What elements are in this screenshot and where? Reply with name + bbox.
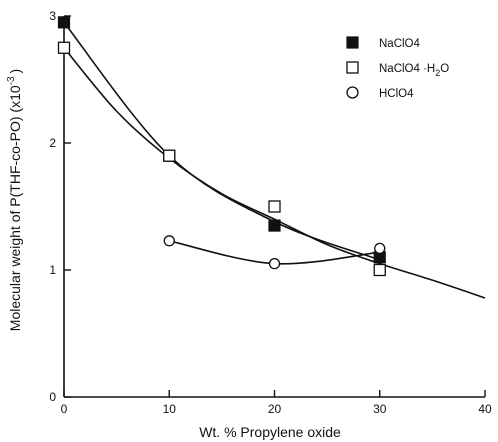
data-point-open-square (373, 263, 386, 277)
data-point-filled-square (268, 219, 281, 232)
legend-label-nacl04-h2o-tail: O (440, 63, 449, 75)
series-curve-0 (63, 21, 381, 261)
legend-item-nacl04-h2o: NaClO4 ·H2O (346, 61, 449, 78)
legend-item-nacl04: NaClO4 (346, 36, 421, 50)
legend-filled-square-icon (346, 36, 359, 49)
x-tick-label: 20 (268, 402, 282, 416)
data-point-open-circle (374, 242, 386, 255)
y-tick-label: 0 (49, 390, 56, 404)
y-tick-label: 3 (49, 9, 56, 23)
y-axis-title-exponent: -3 (6, 76, 17, 85)
legend-label-nacl04-h2o-sub: 2 (435, 68, 440, 78)
data-point-open-circle (268, 257, 281, 270)
x-tick-label: 10 (163, 402, 177, 416)
legend-item-hcl04: HClO4 (346, 86, 414, 100)
x-tick-label: 40 (478, 402, 492, 416)
legend-label-hcl04: HClO4 (379, 88, 414, 100)
legend-label-nacl04-h2o-main: NaClO4 ·H (379, 63, 435, 75)
legend-label-nacl04-h2o: NaClO4 ·H2O (379, 63, 449, 78)
legend-open-circle-icon (346, 86, 359, 99)
y-axis-title: Molecular weight of P(THF-co-PO) (x10-3) (6, 69, 23, 331)
data-point-open-square (163, 149, 176, 162)
y-tick-label: 2 (49, 136, 56, 150)
legend-label-nacl04: NaClO4 (379, 38, 421, 50)
y-axis-title-main: Molecular weight of P(THF-co-PO) (x10 (7, 85, 23, 331)
y-tick-label: 1 (49, 263, 56, 277)
data-point-filled-square (57, 16, 71, 29)
x-axis-title: Wt. % Propylene oxide (199, 424, 341, 440)
data-point-open-circle (163, 235, 175, 247)
axes: 0 10 20 30 40 0 1 2 3 (49, 9, 492, 416)
legend: NaClO4 NaClO4 ·H2O HClO4 (346, 36, 449, 100)
markers (57, 16, 386, 277)
data-point-open-square (57, 41, 71, 54)
y-axis-title-close: ) (7, 69, 23, 74)
x-tick-label: 30 (373, 402, 387, 416)
legend-open-square-icon (346, 61, 359, 74)
x-tick-label: 0 (61, 402, 68, 416)
data-point-open-square (268, 200, 281, 213)
series-curve-1 (63, 47, 486, 299)
